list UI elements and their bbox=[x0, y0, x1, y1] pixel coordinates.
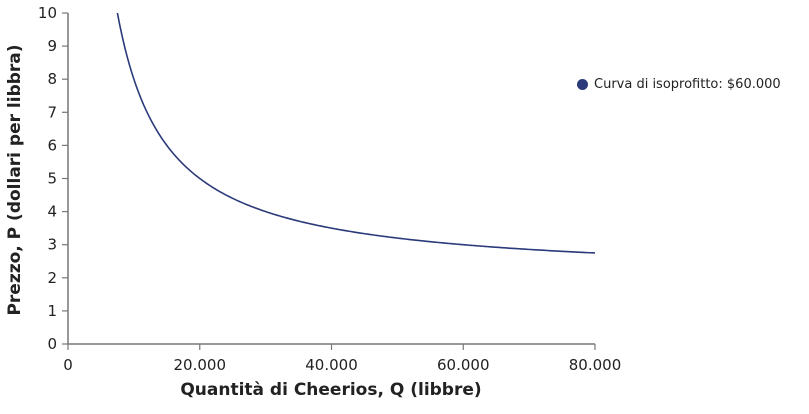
y-tick-label: 6 bbox=[47, 136, 57, 154]
y-tick-label: 10 bbox=[38, 4, 57, 22]
legend-marker-icon bbox=[577, 79, 588, 90]
x-tick-label: 80.000 bbox=[569, 356, 622, 374]
x-tick-label: 20.000 bbox=[174, 356, 227, 374]
y-tick-label: 4 bbox=[47, 203, 57, 221]
x-axis-title: Quantità di Cheerios, Q (libbre) bbox=[180, 380, 481, 400]
x-axis-ticks: 0 20.000 40.000 60.000 80.000 bbox=[63, 344, 621, 374]
y-tick-label: 5 bbox=[47, 170, 57, 188]
y-tick-label: 0 bbox=[47, 335, 57, 353]
x-tick-label: 40.000 bbox=[305, 356, 358, 374]
y-tick-label: 7 bbox=[47, 103, 57, 121]
x-tick-label: 60.000 bbox=[437, 356, 490, 374]
y-axis-title: Prezzo, P (dollari per libbra) bbox=[5, 44, 25, 315]
legend-label: Curva di isoprofitto: $60.000 bbox=[594, 77, 781, 92]
y-tick-label: 9 bbox=[47, 37, 57, 55]
x-tick-label: 0 bbox=[63, 356, 73, 374]
y-tick-label: 8 bbox=[47, 70, 57, 88]
y-tick-label: 3 bbox=[47, 236, 57, 254]
y-axis-ticks: 0 1 2 3 4 5 6 7 8 9 10 bbox=[38, 4, 68, 353]
legend: Curva di isoprofitto: $60.000 bbox=[577, 77, 781, 92]
y-tick-label: 1 bbox=[47, 302, 57, 320]
y-tick-label: 2 bbox=[47, 269, 57, 287]
isoprofit-curve bbox=[116, 12, 596, 254]
